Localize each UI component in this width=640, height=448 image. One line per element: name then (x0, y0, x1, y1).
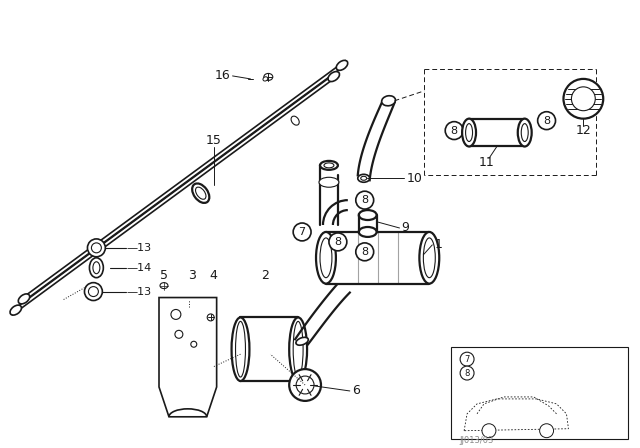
Circle shape (293, 223, 311, 241)
Ellipse shape (296, 337, 308, 345)
Circle shape (356, 191, 374, 209)
Ellipse shape (316, 232, 336, 284)
Ellipse shape (19, 294, 29, 304)
Circle shape (445, 122, 463, 139)
Text: —14: —14 (126, 263, 152, 273)
Ellipse shape (381, 96, 396, 106)
Ellipse shape (359, 210, 377, 220)
Ellipse shape (293, 321, 303, 377)
Ellipse shape (232, 318, 250, 381)
Ellipse shape (358, 174, 370, 182)
Text: —13: —13 (126, 243, 151, 253)
Ellipse shape (90, 258, 103, 278)
Text: 4: 4 (210, 269, 218, 282)
Circle shape (92, 243, 101, 253)
Text: 11: 11 (479, 156, 495, 169)
Ellipse shape (361, 177, 367, 180)
Ellipse shape (289, 318, 307, 381)
Text: 2: 2 (261, 269, 269, 282)
Circle shape (482, 424, 496, 438)
Ellipse shape (196, 187, 206, 199)
Text: 10: 10 (406, 172, 422, 185)
Circle shape (88, 287, 99, 297)
Circle shape (356, 243, 374, 261)
Text: JJ013/03: JJ013/03 (459, 436, 493, 445)
Text: 3: 3 (188, 269, 196, 282)
Circle shape (329, 233, 347, 251)
Ellipse shape (336, 60, 348, 70)
Ellipse shape (419, 232, 439, 284)
Ellipse shape (423, 238, 435, 278)
Circle shape (296, 376, 314, 394)
Ellipse shape (324, 163, 334, 168)
Ellipse shape (359, 227, 377, 237)
Ellipse shape (521, 124, 528, 142)
Ellipse shape (465, 124, 472, 142)
Text: 8: 8 (361, 247, 368, 257)
Ellipse shape (263, 77, 268, 81)
Circle shape (175, 330, 183, 338)
Ellipse shape (320, 238, 332, 278)
Circle shape (84, 283, 102, 301)
Ellipse shape (518, 119, 532, 146)
Ellipse shape (93, 262, 100, 274)
Circle shape (191, 341, 196, 347)
Ellipse shape (192, 184, 209, 203)
Circle shape (572, 87, 595, 111)
Ellipse shape (291, 116, 300, 125)
Ellipse shape (207, 314, 214, 321)
Text: 7: 7 (465, 355, 470, 364)
Circle shape (171, 310, 181, 319)
Circle shape (88, 239, 106, 257)
Text: 6: 6 (352, 384, 360, 397)
Circle shape (460, 366, 474, 380)
Text: 16: 16 (215, 69, 230, 82)
Circle shape (289, 369, 321, 401)
Circle shape (540, 424, 554, 438)
Circle shape (460, 352, 474, 366)
Ellipse shape (328, 72, 339, 82)
Ellipse shape (10, 305, 22, 315)
Text: 12: 12 (575, 124, 591, 137)
Ellipse shape (264, 73, 273, 80)
Text: —13: —13 (126, 287, 151, 297)
Ellipse shape (160, 283, 168, 289)
Ellipse shape (319, 177, 339, 187)
Text: 8: 8 (465, 369, 470, 378)
Text: 8: 8 (361, 195, 368, 205)
Bar (451, 347, 628, 439)
Text: 8: 8 (451, 125, 458, 136)
Text: 15: 15 (205, 134, 221, 147)
Text: 5: 5 (160, 269, 168, 282)
Ellipse shape (236, 321, 246, 377)
Text: 1: 1 (435, 238, 442, 251)
Circle shape (563, 79, 604, 119)
Text: 9: 9 (401, 221, 410, 234)
Circle shape (538, 112, 556, 129)
Text: 7: 7 (298, 227, 306, 237)
Polygon shape (159, 297, 217, 417)
Text: 8: 8 (543, 116, 550, 125)
Text: 8: 8 (334, 237, 342, 247)
Ellipse shape (462, 119, 476, 146)
Ellipse shape (320, 161, 338, 170)
